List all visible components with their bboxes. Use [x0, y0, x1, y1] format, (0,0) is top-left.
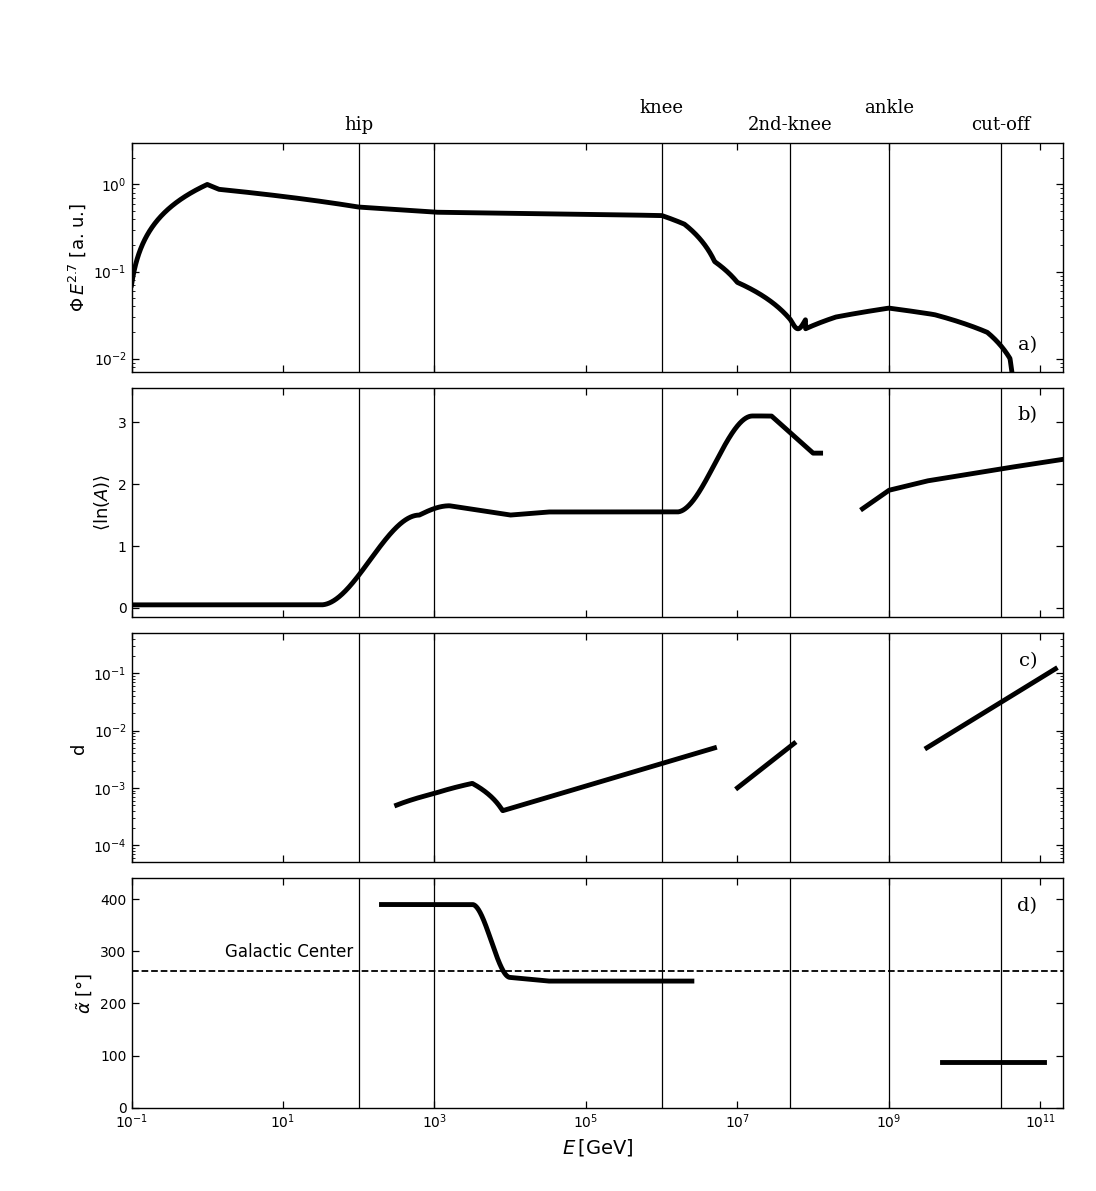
Text: knee: knee: [640, 99, 684, 117]
Text: Galactic Center: Galactic Center: [225, 942, 353, 961]
Text: d): d): [1017, 897, 1037, 915]
Text: cut-off: cut-off: [971, 116, 1030, 133]
Text: ankle: ankle: [864, 99, 914, 117]
Y-axis label: $\langle\ln(A)\rangle$: $\langle\ln(A)\rangle$: [93, 474, 112, 531]
Text: a): a): [1018, 336, 1037, 354]
Text: b): b): [1017, 406, 1037, 424]
X-axis label: $E\,[\mathrm{GeV}]$: $E\,[\mathrm{GeV}]$: [561, 1136, 633, 1158]
Text: c): c): [1018, 651, 1037, 669]
Y-axis label: $\Phi\,E^{2.7}$ [a. u.]: $\Phi\,E^{2.7}$ [a. u.]: [66, 202, 88, 312]
Y-axis label: d: d: [70, 742, 88, 754]
Text: hip: hip: [344, 116, 374, 133]
Y-axis label: $\tilde{\alpha}$ [°]: $\tilde{\alpha}$ [°]: [75, 973, 94, 1014]
Text: 2nd-knee: 2nd-knee: [747, 116, 833, 133]
